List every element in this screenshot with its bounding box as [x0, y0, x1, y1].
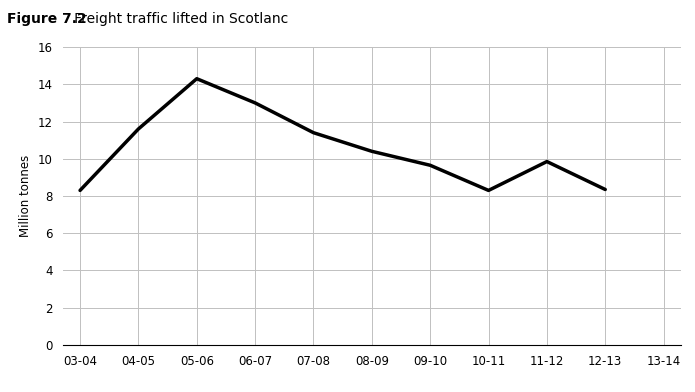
Y-axis label: Million tonnes: Million tonnes [19, 155, 32, 237]
Text: Freight traffic lifted in Scotlanc: Freight traffic lifted in Scotlanc [61, 12, 288, 26]
Text: Figure 7.2: Figure 7.2 [7, 12, 87, 26]
